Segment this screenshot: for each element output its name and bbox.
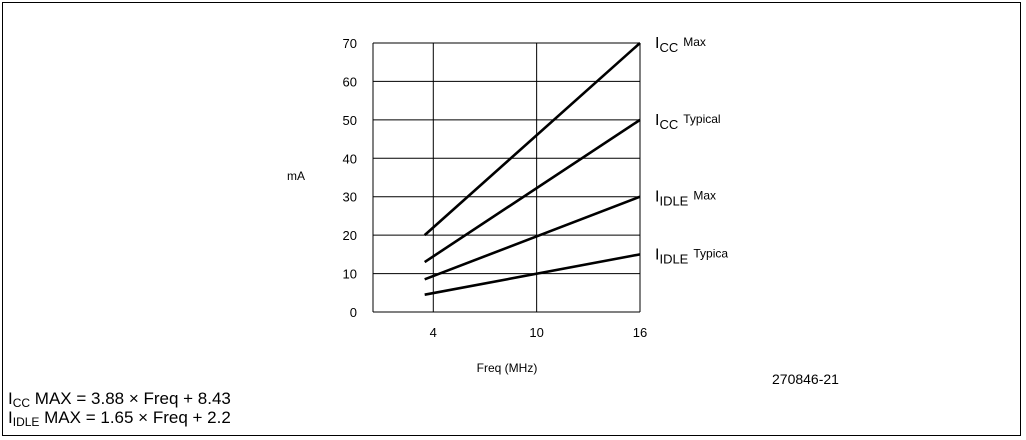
formula-rest: MAX = 1.65 × Freq + 2.2 xyxy=(39,408,231,427)
series-line xyxy=(423,42,641,237)
formula-var: I xyxy=(8,389,13,408)
series-label-suffix: Typica xyxy=(693,246,728,260)
series-label-sub: CC xyxy=(659,40,678,55)
x-axis-label: Freq (MHz) xyxy=(477,361,538,375)
x-tick-label: 16 xyxy=(633,325,647,340)
formula-icc-max: ICC MAX = 3.88 × Freq + 8.43 xyxy=(8,389,231,413)
formula-rest: MAX = 3.88 × Freq + 8.43 xyxy=(30,389,231,408)
series-line xyxy=(424,253,641,296)
y-axis-label: mA xyxy=(287,169,305,183)
series-label-suffix: Max xyxy=(693,189,716,203)
series-label: ICC Max xyxy=(655,35,706,55)
series-line xyxy=(423,118,641,264)
series-label: IIDLE Max xyxy=(655,189,716,209)
y-tick-label: 0 xyxy=(350,305,357,320)
x-tick-label: 10 xyxy=(529,325,543,340)
series-label: ICC Typical xyxy=(655,112,721,132)
series-label-sub: IDLE xyxy=(659,251,688,266)
y-tick-label: 30 xyxy=(343,190,357,205)
formula-sub: CC xyxy=(12,396,31,410)
series-label-main: I xyxy=(655,35,659,52)
y-tick-label: 70 xyxy=(343,36,357,51)
formula-var: I xyxy=(8,408,13,427)
series-label-suffix: Typical xyxy=(683,112,720,126)
series-label: IIDLE Typica xyxy=(655,246,728,266)
series-label-sub: CC xyxy=(659,117,678,132)
series-line xyxy=(424,195,641,281)
y-tick-label: 10 xyxy=(343,267,357,282)
formula-idle-max: IIDLE MAX = 1.65 × Freq + 2.2 xyxy=(8,408,231,432)
figure-frame xyxy=(2,2,1021,436)
series-label-main: I xyxy=(655,189,659,206)
x-tick-label: 4 xyxy=(430,325,437,340)
series-label-main: I xyxy=(655,112,659,129)
y-tick-label: 50 xyxy=(343,113,357,128)
y-tick-label: 40 xyxy=(343,151,357,166)
y-tick-label: 60 xyxy=(343,74,357,89)
y-tick-label: 20 xyxy=(343,228,357,243)
series-label-main: I xyxy=(655,246,659,263)
series-label-sub: IDLE xyxy=(659,194,688,209)
formula-sub: IDLE xyxy=(12,415,40,429)
figure-id: 270846-21 xyxy=(772,371,839,387)
series-label-suffix: Max xyxy=(683,35,706,49)
